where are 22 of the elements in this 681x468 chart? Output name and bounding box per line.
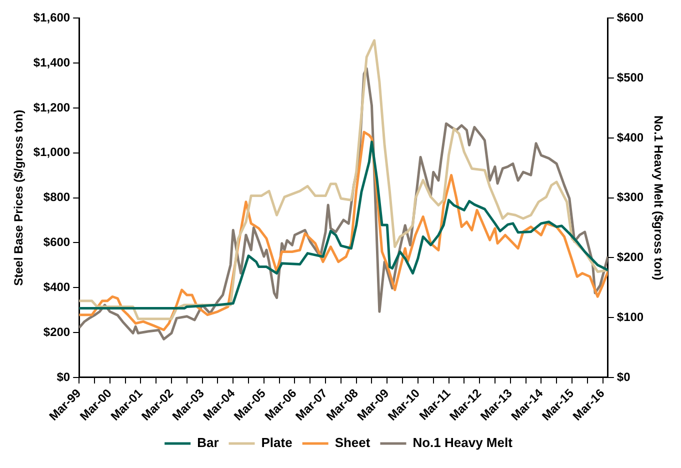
y-tick-label: $400	[43, 280, 70, 294]
y2-tick-label: $200	[616, 250, 644, 264]
y-tick-label: $0	[56, 370, 70, 384]
y-axis-title: Steel Base Prices ($/gross ton)	[12, 110, 26, 286]
y2-tick-label: $600	[616, 10, 644, 25]
legend-label: Plate	[261, 435, 292, 450]
y-tick-label: $1,200	[33, 100, 70, 114]
y2-tick-label: $100	[616, 310, 644, 324]
y-tick-label: $1,600	[33, 10, 70, 25]
y-tick-label: $1,000	[33, 145, 70, 160]
y2-tick-label: $400	[616, 130, 644, 144]
y-tick-label: $1,400	[33, 55, 70, 70]
y-tick-label: $600	[43, 235, 70, 250]
y-tick-label: $200	[43, 324, 70, 339]
y2-tick-label: $0	[616, 370, 631, 384]
legend-label: Bar	[197, 435, 219, 450]
y-tick-label: $800	[43, 190, 70, 204]
legend-label: Sheet	[334, 435, 371, 450]
y2-tick-label: $300	[616, 190, 644, 204]
legend-label: No.1 Heavy Melt	[412, 435, 514, 450]
y2-tick-label: $500	[616, 70, 644, 84]
y2-axis-title: No.1 Heavy Melt ($gross ton)	[651, 115, 666, 280]
